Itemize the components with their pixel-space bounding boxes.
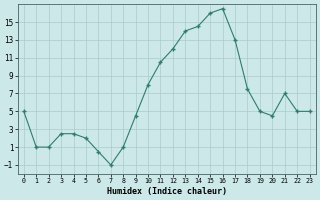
X-axis label: Humidex (Indice chaleur): Humidex (Indice chaleur): [107, 187, 227, 196]
